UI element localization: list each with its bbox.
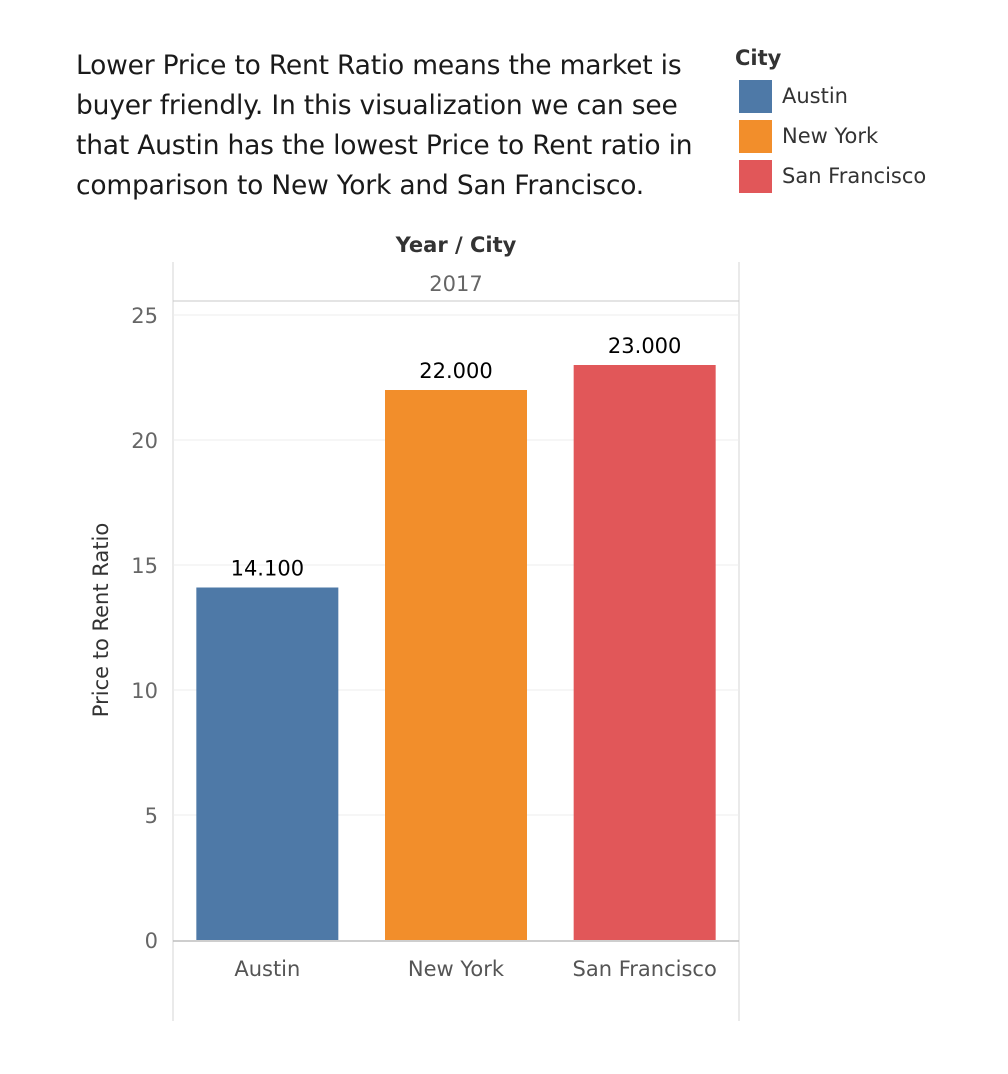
- chart-caption: Lower Price to Rent Ratio means the mark…: [76, 46, 736, 206]
- bar-san-francisco: [573, 365, 716, 940]
- bar-new-york: [385, 390, 527, 940]
- legend-swatch: [739, 79, 772, 113]
- bar-austin: [196, 587, 339, 940]
- x-tick-label: New York: [408, 957, 505, 981]
- data-label: 14.100: [231, 557, 304, 581]
- column-header-year: 2017: [429, 272, 482, 296]
- legend-label: San Francisco: [782, 164, 927, 188]
- legend: City Austin New York San Francisco: [735, 40, 995, 196]
- legend-item-san-francisco[interactable]: San Francisco: [735, 156, 995, 196]
- y-tick-label: 5: [145, 804, 158, 828]
- x-tick-label: Austin: [234, 957, 300, 981]
- caption-line: buyer friendly. In this visualization we…: [76, 90, 678, 121]
- legend-label: Austin: [782, 84, 848, 108]
- legend-title: City: [735, 46, 782, 70]
- data-label: 22.000: [419, 359, 492, 383]
- y-axis-title: Price to Rent Ratio: [89, 523, 113, 717]
- y-tick-label: 25: [131, 304, 158, 328]
- y-tick-label: 10: [131, 679, 158, 703]
- legend-item-austin[interactable]: Austin: [735, 76, 995, 116]
- y-tick-label: 15: [131, 554, 158, 578]
- legend-label: New York: [782, 124, 879, 148]
- caption-line: comparison to New York and San Francisco…: [76, 170, 645, 201]
- legend-swatch: [739, 119, 772, 153]
- y-tick-label: 20: [131, 429, 158, 453]
- legend-swatch: [739, 159, 772, 193]
- column-header-title: Year / City: [395, 233, 517, 257]
- x-tick-label: San Francisco: [573, 957, 717, 981]
- caption-line: that Austin has the lowest Price to Rent…: [76, 130, 693, 161]
- y-tick-label: 0: [145, 929, 158, 953]
- caption-line: Lower Price to Rent Ratio means the mark…: [76, 50, 682, 81]
- data-label: 23.000: [608, 334, 681, 358]
- legend-item-new-york[interactable]: New York: [735, 116, 995, 156]
